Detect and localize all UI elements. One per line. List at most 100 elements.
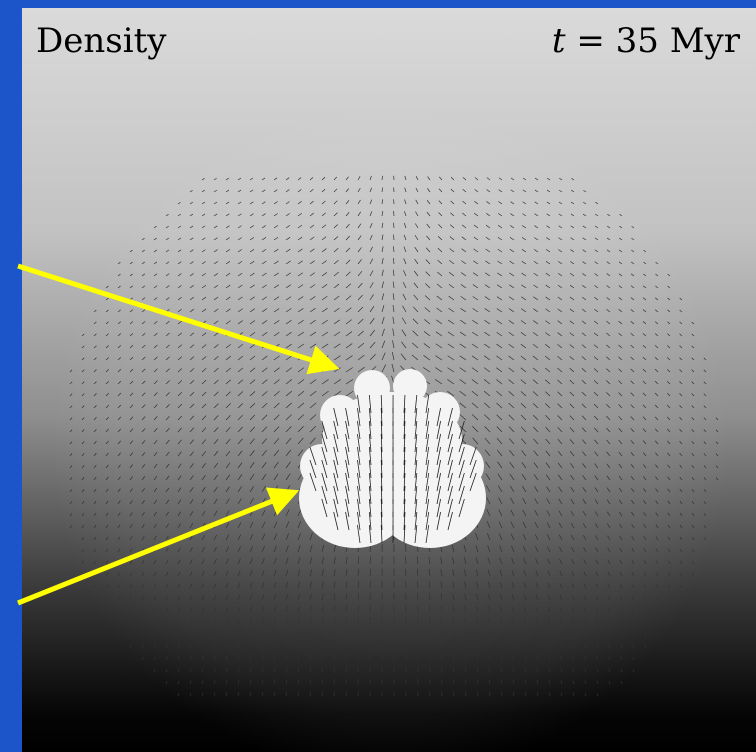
vector bbox=[545, 450, 551, 457]
vector bbox=[189, 213, 194, 217]
vector bbox=[333, 212, 338, 217]
vector bbox=[426, 235, 431, 241]
vector bbox=[571, 583, 575, 589]
vector bbox=[345, 223, 350, 229]
vector bbox=[483, 390, 491, 397]
vector bbox=[368, 407, 372, 427]
vector bbox=[392, 281, 395, 289]
vector bbox=[569, 332, 575, 337]
vector bbox=[464, 593, 467, 601]
vector bbox=[595, 213, 599, 217]
vector bbox=[165, 344, 170, 349]
vector bbox=[436, 485, 441, 505]
vector bbox=[469, 459, 477, 479]
vector bbox=[666, 380, 671, 385]
panel-label: Density bbox=[36, 21, 167, 61]
vector bbox=[475, 557, 479, 565]
vector bbox=[509, 461, 515, 469]
vector bbox=[345, 420, 350, 440]
vector bbox=[117, 440, 122, 445]
vector bbox=[213, 546, 217, 553]
vector bbox=[237, 631, 240, 637]
vector bbox=[594, 273, 599, 277]
vector bbox=[333, 433, 339, 453]
vector bbox=[357, 247, 362, 253]
vector bbox=[381, 328, 385, 337]
bubble-vectors bbox=[309, 394, 477, 544]
vector bbox=[105, 609, 108, 613]
vector bbox=[117, 261, 121, 265]
vector bbox=[93, 488, 97, 493]
vector bbox=[594, 463, 599, 469]
vector bbox=[582, 237, 587, 241]
vector bbox=[141, 404, 146, 409]
vector bbox=[165, 297, 170, 301]
vector bbox=[667, 273, 671, 277]
vector bbox=[273, 630, 276, 637]
vector bbox=[201, 583, 205, 589]
vector bbox=[425, 420, 430, 440]
vector bbox=[369, 305, 375, 313]
vector bbox=[249, 606, 253, 613]
vector bbox=[369, 223, 373, 229]
vector bbox=[117, 285, 121, 289]
vector bbox=[462, 188, 467, 193]
vector bbox=[357, 354, 365, 361]
vector bbox=[189, 680, 192, 685]
vector bbox=[309, 446, 317, 466]
vector bbox=[225, 570, 229, 577]
vector bbox=[309, 472, 317, 492]
vector bbox=[485, 272, 491, 277]
vector bbox=[485, 260, 491, 265]
vector bbox=[512, 679, 515, 685]
vector bbox=[381, 305, 385, 313]
vector bbox=[393, 234, 395, 241]
vector bbox=[509, 237, 515, 241]
vector bbox=[285, 594, 288, 601]
vector bbox=[249, 438, 255, 445]
vector bbox=[405, 544, 407, 553]
vector bbox=[584, 631, 587, 637]
vector bbox=[249, 667, 252, 673]
vector bbox=[533, 320, 539, 325]
vector bbox=[381, 234, 384, 241]
vector bbox=[715, 441, 719, 445]
vector bbox=[201, 391, 207, 397]
vector bbox=[165, 225, 169, 229]
vector bbox=[273, 594, 277, 601]
vector bbox=[471, 379, 479, 385]
vector bbox=[415, 199, 419, 205]
vector bbox=[703, 369, 707, 373]
vector bbox=[345, 485, 350, 505]
vector bbox=[535, 594, 539, 601]
vector bbox=[508, 308, 515, 313]
vector bbox=[213, 558, 217, 565]
vector bbox=[523, 546, 527, 553]
vector bbox=[618, 439, 623, 445]
vector bbox=[177, 380, 183, 385]
vector bbox=[249, 343, 256, 349]
vector bbox=[237, 272, 243, 277]
vector bbox=[667, 512, 671, 517]
vector bbox=[403, 246, 407, 253]
vector bbox=[570, 498, 575, 505]
vector bbox=[512, 691, 515, 697]
vector bbox=[450, 176, 455, 181]
vector bbox=[558, 225, 563, 229]
vector bbox=[177, 499, 182, 505]
vector bbox=[213, 249, 218, 253]
vector bbox=[584, 668, 587, 673]
vector bbox=[508, 414, 515, 421]
vector bbox=[643, 488, 647, 493]
vector bbox=[691, 393, 695, 397]
vector bbox=[460, 319, 467, 325]
vector bbox=[546, 189, 551, 193]
vector bbox=[522, 533, 527, 541]
vector bbox=[321, 200, 326, 205]
vector bbox=[165, 523, 169, 529]
vector bbox=[321, 379, 329, 385]
vector bbox=[321, 581, 324, 589]
vector bbox=[436, 498, 441, 518]
vector bbox=[545, 320, 551, 325]
vector bbox=[512, 630, 515, 637]
